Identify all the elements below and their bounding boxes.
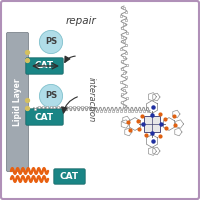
FancyBboxPatch shape [6,32,29,172]
Text: PS: PS [45,92,57,100]
FancyBboxPatch shape [26,58,63,74]
Polygon shape [144,116,160,132]
Text: repair: repair [66,16,97,26]
FancyBboxPatch shape [26,109,63,125]
Text: CAT: CAT [35,62,54,71]
Circle shape [39,84,63,108]
Text: CAT: CAT [35,112,54,121]
Text: Lipid Layer: Lipid Layer [13,78,22,126]
FancyBboxPatch shape [54,169,85,184]
Text: PS: PS [45,38,57,46]
Circle shape [39,30,63,54]
Text: CAT: CAT [60,172,79,181]
Text: interaction: interaction [86,77,96,123]
